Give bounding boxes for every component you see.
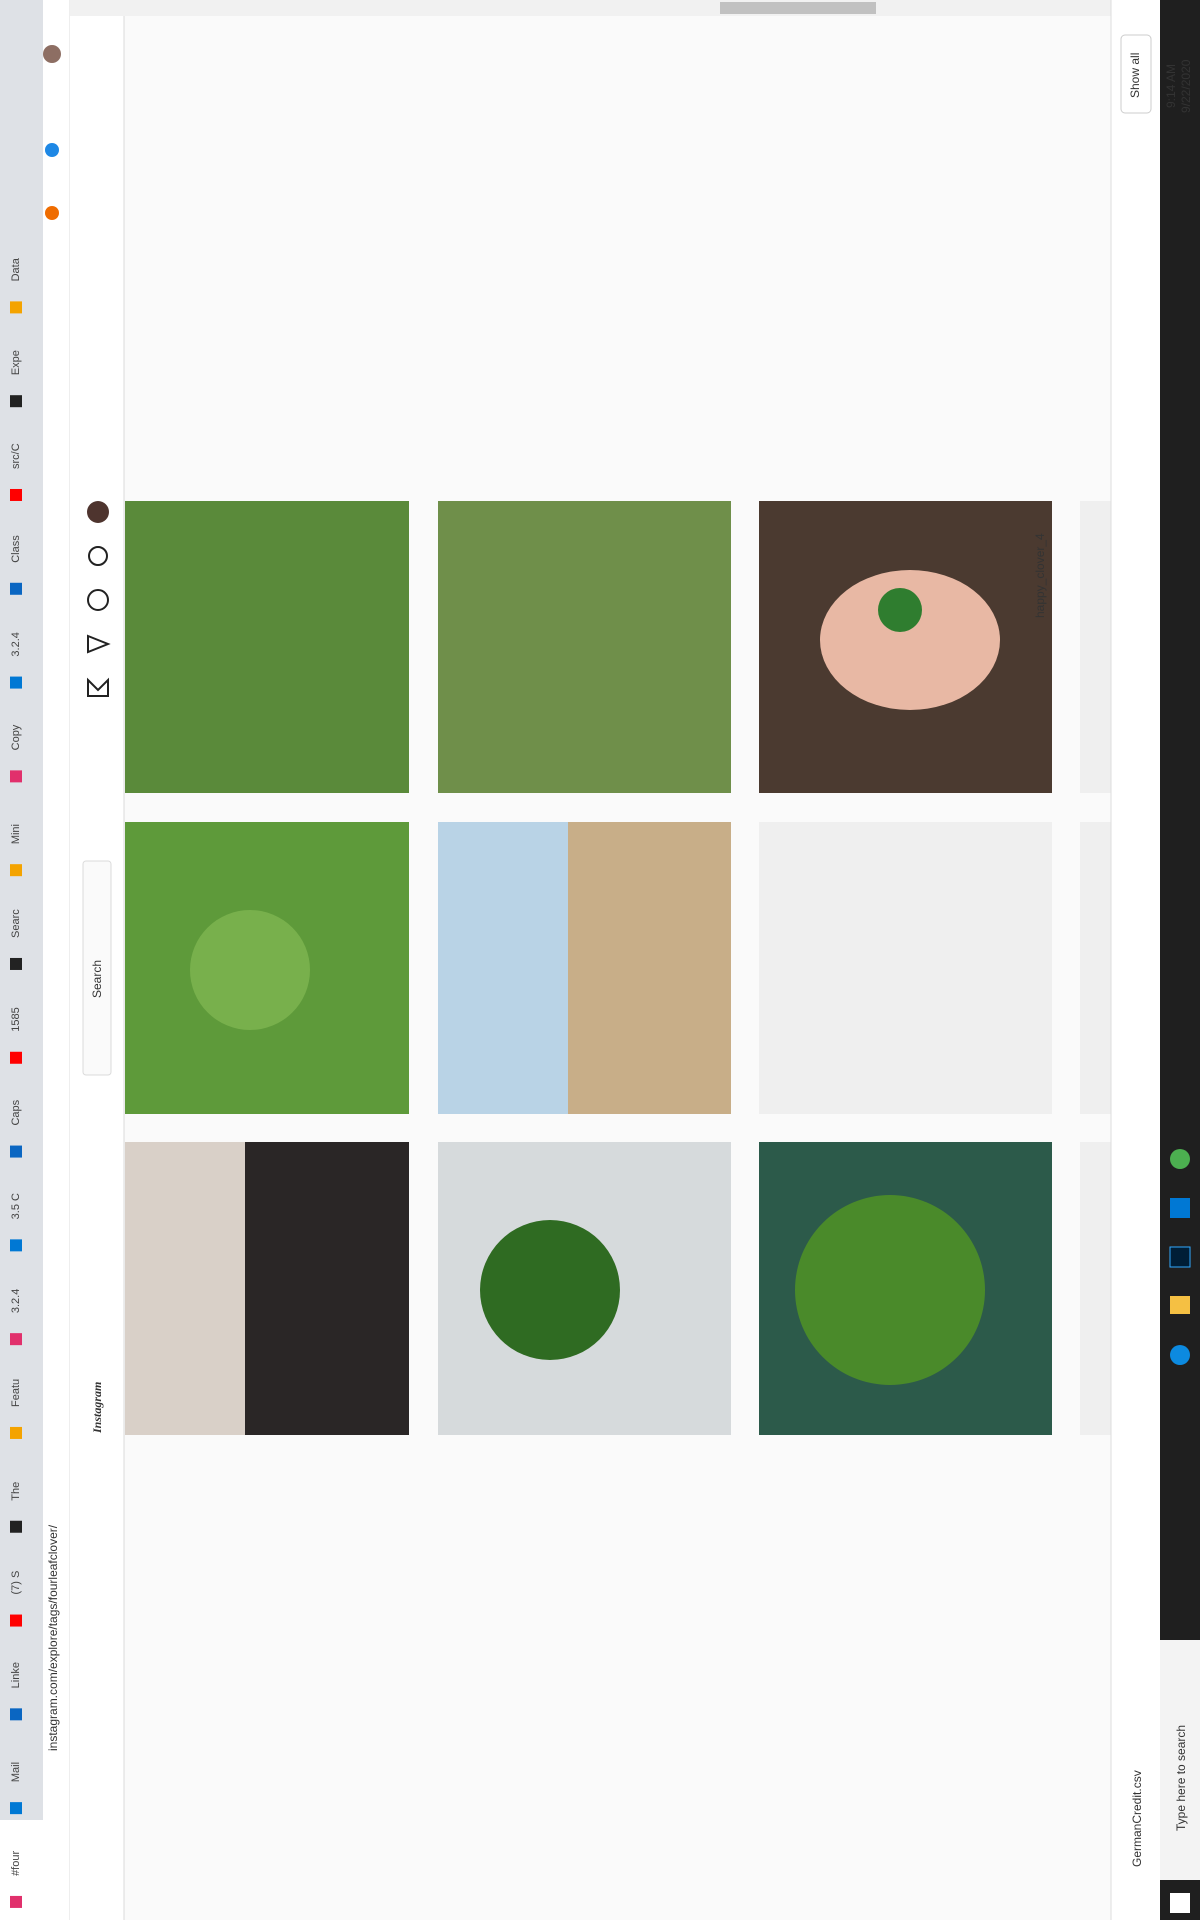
tab-favicon [10, 1520, 22, 1533]
url[interactable]: instagram.com/explore/tags/fourleafclove… [46, 1524, 60, 1751]
outlook-icon[interactable] [1170, 1198, 1190, 1218]
tab-title[interactable]: 1585 [10, 1007, 22, 1031]
photo-grid: happy_clover_4 [125, 501, 1111, 1435]
download-bar [1111, 0, 1160, 1920]
tab-favicon [10, 1333, 22, 1346]
tab-favicon [10, 1145, 22, 1158]
tab-favicon [10, 676, 22, 689]
tab-title[interactable]: Caps [10, 1099, 22, 1125]
taskbar-search[interactable] [1160, 1640, 1200, 1880]
tab-favicon [10, 1426, 22, 1439]
tab-favicon [10, 1895, 22, 1908]
tab-favicon [10, 488, 22, 501]
tab-title[interactable]: Searc [10, 909, 22, 938]
tab-favicon [10, 1708, 22, 1721]
home-icon[interactable] [87, 677, 109, 697]
photo[interactable] [438, 501, 731, 793]
taskbar-search-text: Type here to search [1174, 1725, 1188, 1831]
tab-title[interactable]: (7) S [10, 1571, 22, 1595]
tab-title[interactable]: Expe [10, 350, 22, 375]
tab-favicon [10, 395, 22, 408]
tab-title[interactable]: #four [10, 1851, 22, 1876]
tab-title[interactable]: Mail [10, 1762, 22, 1782]
photo-placeholder[interactable] [759, 822, 1052, 1114]
search-placeholder: Search [90, 960, 104, 998]
download-file[interactable]: GermanCredit.csv [1130, 1770, 1144, 1867]
explore-icon[interactable] [87, 589, 109, 611]
overlay-text: happy_clover_4 [1033, 533, 1047, 618]
tab-title[interactable]: Linke [10, 1662, 22, 1688]
tab-favicon [10, 1051, 22, 1064]
instagram-logo[interactable]: Instagram [90, 1382, 104, 1434]
photo[interactable] [125, 501, 409, 793]
taskbar [1160, 0, 1200, 1920]
tab-favicon [10, 301, 22, 314]
tab-title[interactable]: 3.2.4 [10, 1289, 22, 1313]
chrome-icon[interactable] [1170, 1149, 1190, 1169]
show-all-button[interactable] [1120, 34, 1152, 114]
extension-icon[interactable] [45, 143, 59, 157]
tab-favicon [10, 1802, 22, 1815]
ps-icon[interactable] [1169, 1246, 1191, 1268]
show-all[interactable]: Show all [1128, 53, 1142, 98]
tab-title[interactable]: Data [10, 257, 22, 281]
tab-title[interactable]: The [10, 1482, 22, 1501]
tab-favicon [10, 770, 22, 783]
tab-title[interactable]: Class [10, 535, 22, 563]
address-bar [43, 0, 70, 1920]
clock-date: 9/22/2020 [1179, 59, 1193, 113]
tab-favicon [10, 582, 22, 595]
tab-title[interactable]: 3.5 C [10, 1193, 22, 1219]
tab-title[interactable]: Mini [10, 824, 22, 844]
tab-title[interactable]: Featu [10, 1379, 22, 1407]
tab-favicon [10, 864, 22, 877]
tab-title[interactable]: 3.2.4 [10, 632, 22, 656]
scrollbar-thumb[interactable] [720, 2, 876, 14]
start-button[interactable] [1170, 1893, 1190, 1913]
heart-icon[interactable] [88, 546, 108, 566]
extension-icon[interactable] [45, 206, 59, 220]
tab-favicon [10, 1239, 22, 1252]
folder-icon[interactable] [1170, 1296, 1190, 1314]
profile-icon[interactable] [43, 45, 61, 63]
edge-icon[interactable] [1170, 1345, 1190, 1365]
tab-title[interactable]: src/C [10, 443, 22, 469]
search-box[interactable] [82, 860, 112, 1076]
direct-icon[interactable] [87, 634, 111, 654]
tab-favicon [10, 957, 22, 970]
avatar[interactable] [87, 501, 109, 523]
clock-time: 9:14 AM [1164, 64, 1178, 108]
tab-title[interactable]: Copy [10, 724, 22, 750]
tab-favicon [10, 1614, 22, 1627]
